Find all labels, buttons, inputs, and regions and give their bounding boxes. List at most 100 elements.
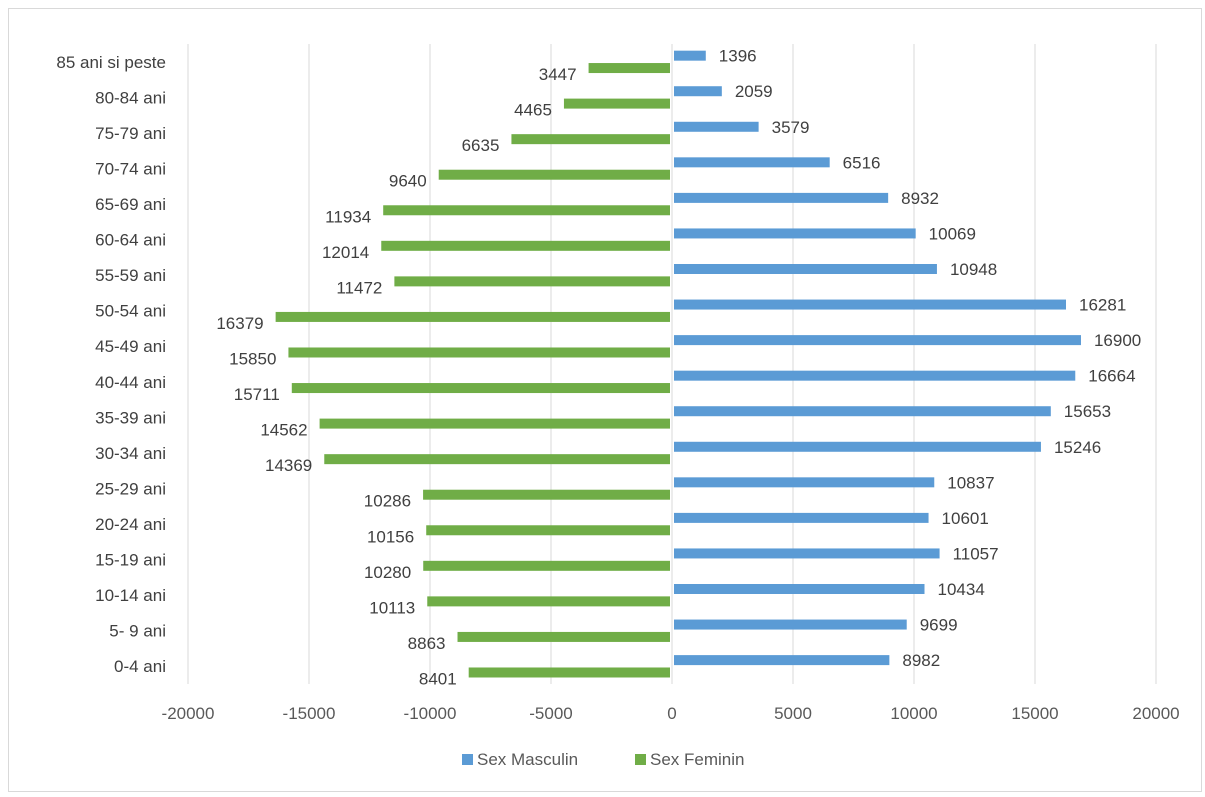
data-label-sex-masculin: 11057	[953, 544, 999, 563]
data-label-sex-masculin: 3579	[772, 118, 810, 137]
x-tick-label: -15000	[283, 704, 336, 723]
data-label-sex-feminin: 12014	[322, 243, 369, 262]
data-label-sex-feminin: 11472	[336, 278, 382, 297]
bar-sex-masculin	[674, 548, 940, 559]
bar-sex-feminin	[319, 418, 670, 429]
bar-sex-masculin	[674, 655, 890, 666]
legend-label: Sex Masculin	[477, 750, 578, 769]
data-label-sex-masculin: 8932	[901, 189, 939, 208]
category-label: 0-4 ani	[114, 657, 166, 676]
bar-sex-masculin	[674, 121, 759, 132]
x-tick-label: 20000	[1132, 704, 1179, 723]
bar-sex-masculin	[674, 477, 935, 488]
data-label-sex-feminin: 15711	[234, 385, 280, 404]
bar-sex-feminin	[426, 525, 670, 536]
bar-sex-feminin	[423, 489, 670, 500]
bar-sex-masculin	[674, 50, 706, 61]
bar-sex-feminin	[511, 134, 670, 145]
x-tick-label: 10000	[890, 704, 937, 723]
bar-sex-masculin	[674, 584, 925, 594]
bar-sex-masculin	[674, 619, 907, 630]
x-tick-label: 5000	[774, 704, 812, 723]
data-label-sex-masculin: 10601	[942, 509, 989, 528]
category-label: 55-59 ani	[95, 266, 166, 285]
data-label-sex-masculin: 15653	[1064, 402, 1111, 421]
data-label-sex-feminin: 11934	[325, 207, 371, 226]
data-label-sex-masculin: 16900	[1094, 331, 1141, 350]
x-tick-label: -10000	[404, 704, 457, 723]
category-label: 45-49 ani	[95, 337, 166, 356]
category-label: 10-14 ani	[95, 586, 166, 605]
bar-sex-feminin	[563, 98, 670, 109]
bar-sex-feminin	[457, 631, 670, 642]
category-label: 35-39 ani	[95, 408, 166, 427]
bar-sex-feminin	[438, 169, 670, 180]
data-label-sex-feminin: 4465	[514, 101, 552, 120]
bar-sex-masculin	[674, 335, 1081, 346]
data-label-sex-masculin: 6516	[843, 153, 881, 172]
bar-sex-feminin	[381, 240, 670, 251]
category-label: 15-19 ani	[95, 551, 166, 570]
data-label-sex-feminin: 8863	[408, 634, 446, 653]
data-label-sex-masculin: 10434	[938, 580, 985, 599]
x-tick-label: 0	[667, 704, 676, 723]
category-label: 85 ani si peste	[56, 53, 166, 72]
data-label-sex-feminin: 6635	[462, 136, 500, 155]
data-label-sex-masculin: 1396	[719, 47, 757, 66]
legend-label: Sex Feminin	[650, 750, 744, 769]
bar-sex-feminin	[288, 347, 670, 358]
x-tick-label: 15000	[1011, 704, 1058, 723]
bar-sex-feminin	[275, 311, 670, 322]
data-label-sex-feminin: 16379	[216, 314, 263, 333]
legend-swatch	[462, 754, 473, 765]
legend-swatch	[635, 754, 646, 765]
bar-sex-masculin	[674, 157, 830, 168]
bar-sex-masculin	[674, 86, 722, 97]
x-tick-label: -20000	[162, 704, 215, 723]
category-label: 75-79 ani	[95, 124, 166, 143]
bar-sex-masculin	[674, 370, 1076, 381]
data-label-sex-masculin: 9699	[920, 616, 958, 635]
category-label: 60-64 ani	[95, 231, 166, 250]
x-tick-label: -5000	[529, 704, 572, 723]
data-label-sex-feminin: 10113	[369, 598, 415, 617]
data-label-sex-masculin: 2059	[735, 82, 773, 101]
bar-sex-feminin	[394, 276, 670, 287]
bar-sex-feminin	[588, 63, 670, 74]
data-label-sex-feminin: 3447	[539, 65, 577, 84]
bar-sex-masculin	[674, 512, 929, 523]
category-label: 30-34 ani	[95, 444, 166, 463]
bar-sex-feminin	[291, 383, 670, 394]
category-label: 25-29 ani	[95, 479, 166, 498]
data-label-sex-feminin: 10286	[364, 492, 411, 511]
data-label-sex-feminin: 10280	[364, 563, 411, 582]
data-label-sex-masculin: 10069	[929, 224, 976, 243]
bar-sex-masculin	[674, 192, 889, 203]
bar-sex-masculin	[674, 228, 916, 239]
category-label: 20-24 ani	[95, 515, 166, 534]
bar-sex-feminin	[468, 667, 670, 678]
data-label-sex-feminin: 9640	[389, 172, 427, 191]
bar-sex-feminin	[427, 596, 670, 607]
data-label-sex-feminin: 14369	[265, 456, 312, 475]
category-label: 5- 9 ani	[109, 622, 166, 641]
data-label-sex-masculin: 10837	[947, 473, 994, 492]
bar-sex-feminin	[383, 205, 670, 216]
category-label: 80-84 ani	[95, 88, 166, 107]
bar-sex-feminin	[324, 454, 670, 465]
bar-sex-masculin	[674, 406, 1051, 417]
data-label-sex-masculin: 16281	[1079, 296, 1126, 315]
category-label: 50-54 ani	[95, 302, 166, 321]
category-label: 40-44 ani	[95, 373, 166, 392]
data-label-sex-feminin: 8401	[419, 669, 457, 688]
data-label-sex-feminin: 14562	[260, 421, 307, 440]
bar-sex-masculin	[674, 299, 1067, 310]
data-label-sex-masculin: 16664	[1088, 367, 1135, 386]
data-label-sex-masculin: 10948	[950, 260, 997, 279]
data-label-sex-feminin: 10156	[367, 527, 414, 546]
data-label-sex-masculin: 8982	[902, 651, 940, 670]
data-label-sex-feminin: 15850	[229, 349, 276, 368]
data-label-sex-masculin: 15246	[1054, 438, 1101, 457]
bar-sex-masculin	[674, 264, 937, 274]
